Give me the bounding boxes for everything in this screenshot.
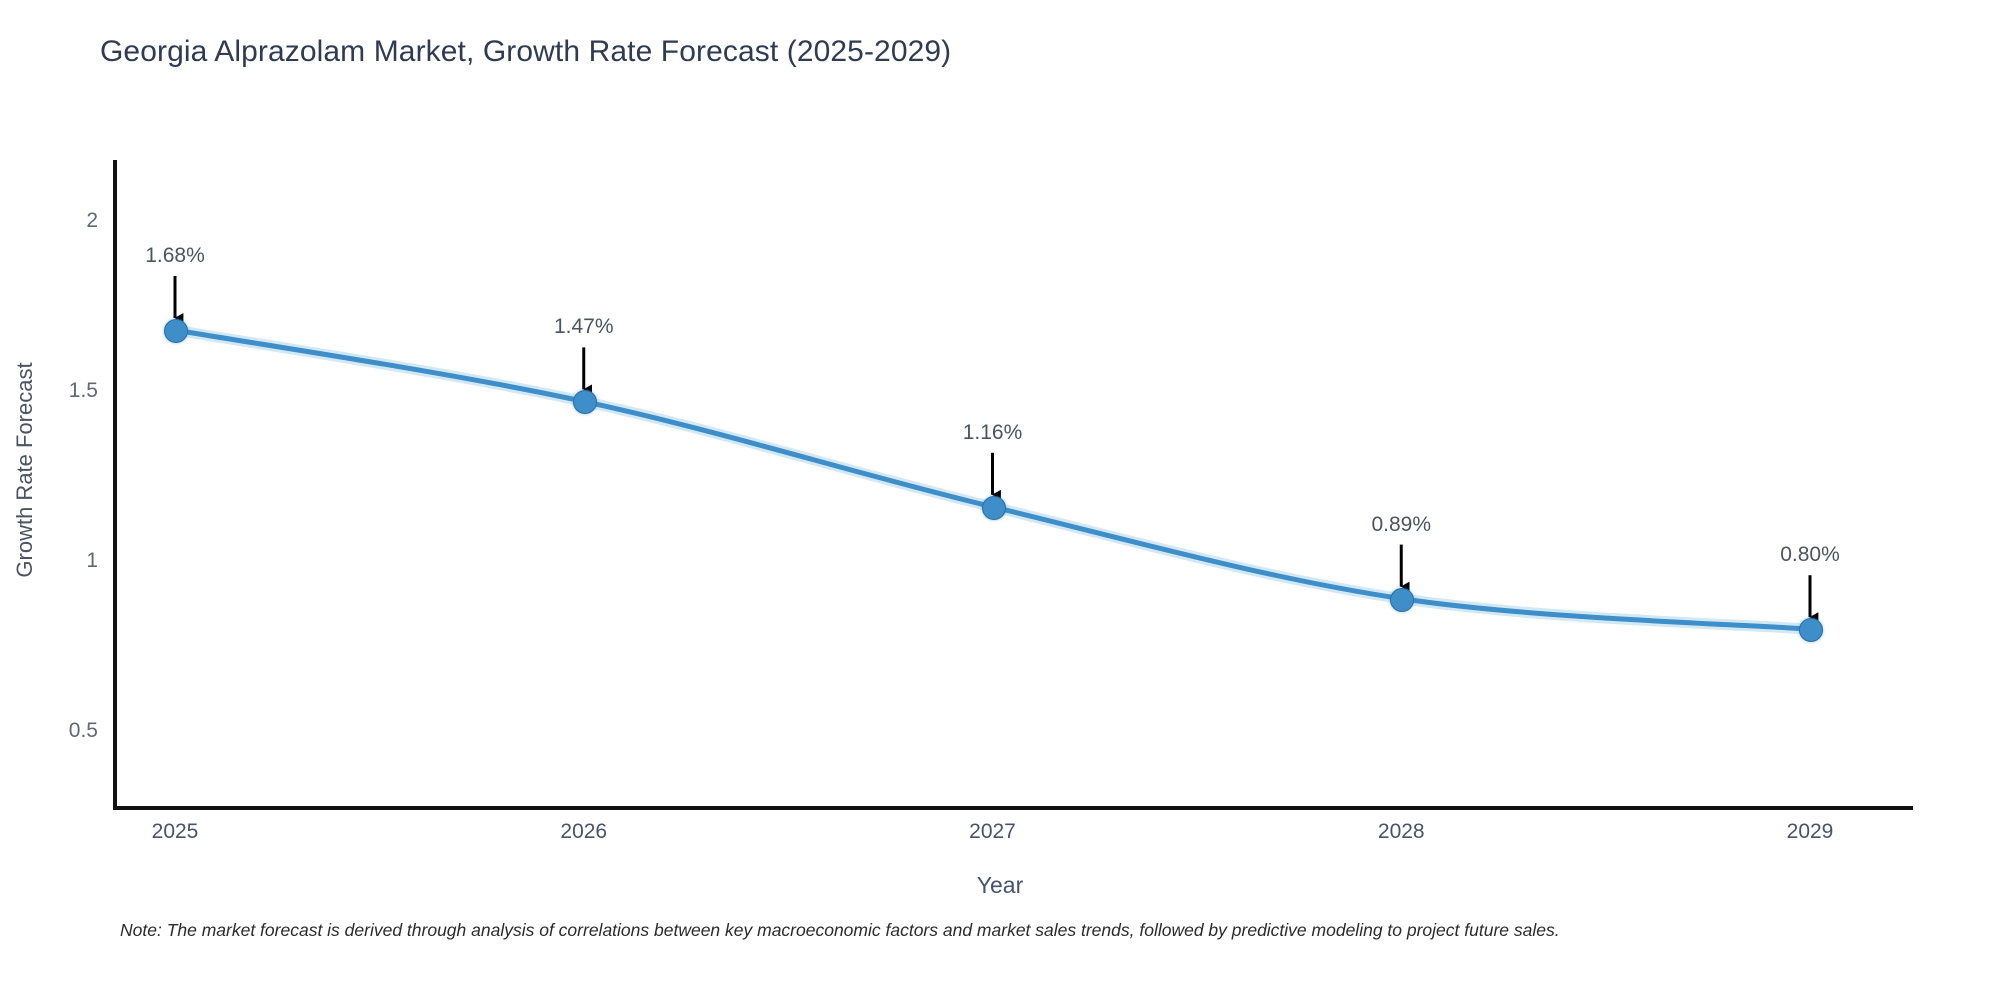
x-axis-tick-label: 2026 [560, 820, 608, 843]
x-axis-tick-label: 2025 [151, 820, 199, 843]
data-point-marker[interactable] [164, 319, 188, 343]
x-axis-tick-label: 2028 [1377, 820, 1425, 843]
y-axis-tick-label: 1 [86, 549, 98, 573]
x-axis-tick-label: 2027 [969, 820, 1016, 843]
data-point-marker[interactable] [981, 495, 1006, 520]
y-axis-tick-label: 2 [86, 209, 98, 233]
x-axis-line [113, 806, 1913, 810]
data-point-value-label: 1.47% [553, 315, 614, 339]
x-axis-title: Year [976, 872, 1024, 898]
data-point-value-label: 0.89% [1371, 512, 1432, 536]
chart-title: Georgia Alprazolam Market, Growth Rate F… [100, 35, 952, 68]
x-axis-tick-label: 2029 [1786, 820, 1834, 843]
annotation-arrows [173, 276, 1819, 623]
chart-footnote: Note: The market forecast is derived thr… [120, 920, 1560, 940]
data-point-value-label: 1.16% [962, 420, 1023, 444]
data-point-marker[interactable] [572, 390, 597, 415]
data-point-marker[interactable] [1799, 618, 1823, 643]
y-axis-tick-labels: 2 1.5 1 0.5 [40, 0, 98, 1000]
y-axis-tick-label: 0.5 [68, 719, 98, 743]
data-point-value-label: 0.80% [1780, 543, 1840, 567]
data-point-value-label: 1.68% [145, 244, 205, 267]
data-point-marker[interactable] [1390, 587, 1415, 612]
y-axis-tick-label: 1.5 [68, 379, 98, 403]
y-axis-line [113, 160, 117, 810]
y-axis-title: Growth Rate Forecast [12, 362, 37, 578]
